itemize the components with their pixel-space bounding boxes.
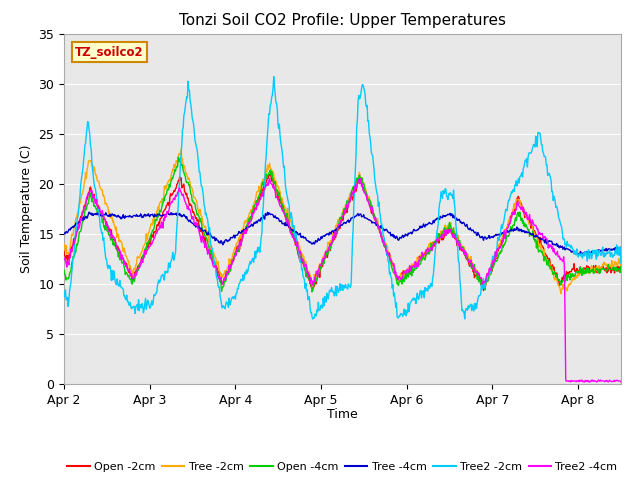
Y-axis label: Soil Temperature (C): Soil Temperature (C) <box>20 144 33 273</box>
Text: TZ_soilco2: TZ_soilco2 <box>75 46 144 59</box>
X-axis label: Time: Time <box>327 408 358 421</box>
Title: Tonzi Soil CO2 Profile: Upper Temperatures: Tonzi Soil CO2 Profile: Upper Temperatur… <box>179 13 506 28</box>
Legend: Open -2cm, Tree -2cm, Open -4cm, Tree -4cm, Tree2 -2cm, Tree2 -4cm: Open -2cm, Tree -2cm, Open -4cm, Tree -4… <box>63 457 622 477</box>
